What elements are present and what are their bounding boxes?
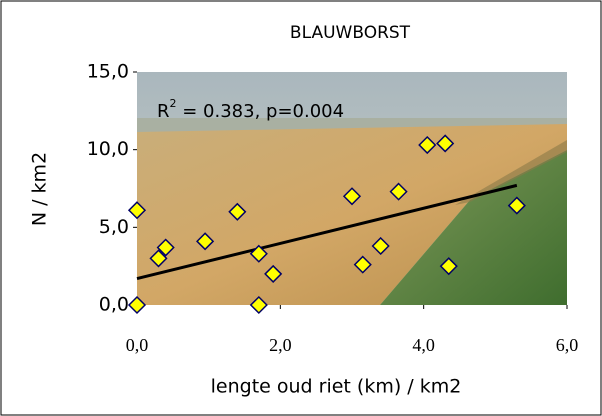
x-tick-label: 0,0 — [126, 335, 149, 355]
annotation: R2 = 0.383, p=0.004 — [157, 97, 344, 122]
x-tick-label: 2,0 — [269, 335, 292, 355]
point — [507, 196, 526, 215]
y-tick-label: 15,0 — [87, 61, 129, 83]
point — [249, 295, 268, 315]
point — [249, 244, 268, 263]
point — [439, 257, 458, 276]
point — [127, 201, 147, 220]
y-axis-label: N / km2 — [29, 152, 51, 226]
trend-line — [136, 183, 518, 281]
y-tick-label: 10,0 — [87, 138, 129, 160]
point — [149, 249, 168, 268]
background-photo — [137, 72, 567, 305]
x-tick-label: 6,0 — [556, 335, 579, 355]
y-tick-label: 5,0 — [99, 216, 129, 238]
annotation-base: R — [157, 101, 170, 122]
point — [127, 295, 147, 315]
point — [156, 238, 175, 257]
point — [436, 134, 455, 153]
annotation-sup: 2 — [170, 97, 177, 110]
point — [264, 264, 283, 283]
point — [228, 202, 247, 221]
point — [418, 135, 437, 155]
annotation-rest: = 0.383, p=0.004 — [177, 101, 345, 122]
x-axis-label: lengte oud riet (km) / km2 — [211, 376, 462, 398]
point — [196, 232, 215, 251]
y-tick-label: 0,0 — [99, 294, 129, 316]
point — [371, 236, 390, 256]
point — [353, 255, 372, 274]
x-tick-label: 4,0 — [412, 335, 435, 355]
point — [342, 187, 362, 206]
chart-title: BLAUWBORST — [290, 23, 411, 43]
point — [389, 182, 408, 201]
